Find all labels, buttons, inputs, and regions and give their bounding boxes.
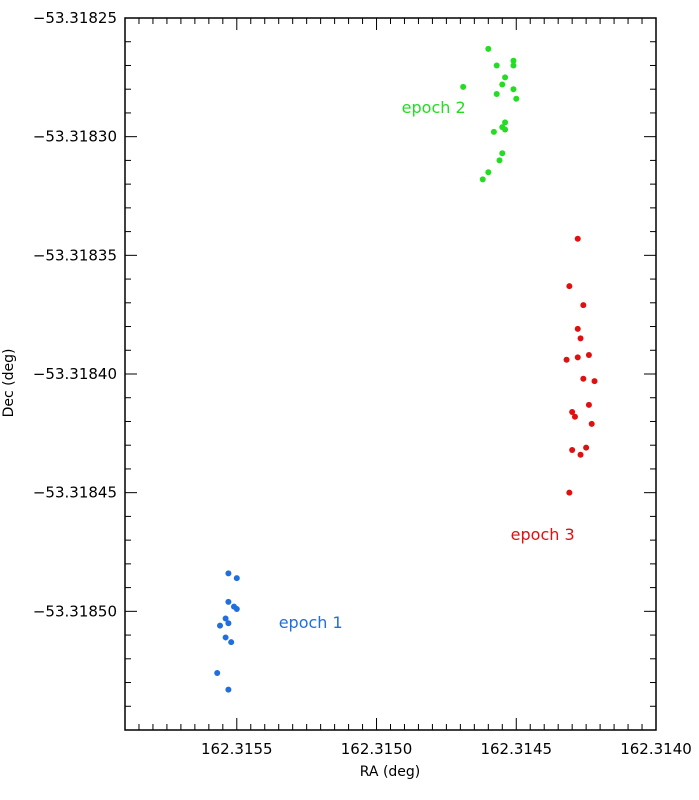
data-point-epoch-3 xyxy=(569,446,576,453)
data-point-epoch-1 xyxy=(214,670,221,677)
data-point-epoch-2 xyxy=(502,126,509,133)
data-point-epoch-3 xyxy=(566,283,573,290)
x-tick-label: 162.3145 xyxy=(480,740,552,758)
data-point-epoch-3 xyxy=(585,352,592,359)
data-point-epoch-2 xyxy=(499,81,506,88)
data-point-epoch-3 xyxy=(585,401,592,408)
data-point-epoch-3 xyxy=(574,325,581,332)
axis-ticks xyxy=(124,17,657,731)
data-point-epoch-3 xyxy=(563,356,570,363)
data-points xyxy=(214,45,598,693)
y-axis-label: Dec (deg) xyxy=(1,349,17,418)
data-point-epoch-3 xyxy=(577,451,584,458)
annotation-epoch-3: epoch 3 xyxy=(511,525,575,544)
x-tick-label: 162.3140 xyxy=(620,740,692,758)
annotation-epoch-2: epoch 2 xyxy=(402,98,466,117)
data-point-epoch-3 xyxy=(580,302,587,309)
x-tick-label: 162.3150 xyxy=(341,740,413,758)
data-point-epoch-2 xyxy=(513,95,520,102)
data-point-epoch-2 xyxy=(510,57,517,64)
data-point-epoch-2 xyxy=(479,176,486,183)
data-point-epoch-3 xyxy=(577,335,584,342)
y-tick-label: −53.31840 xyxy=(33,365,117,383)
data-point-epoch-2 xyxy=(485,45,492,52)
data-point-epoch-3 xyxy=(574,354,581,361)
x-tick-label: 162.3155 xyxy=(201,740,273,758)
y-tick-label: −53.31845 xyxy=(33,484,117,502)
data-point-epoch-2 xyxy=(510,62,517,69)
data-point-epoch-3 xyxy=(574,235,581,242)
data-point-epoch-3 xyxy=(580,375,587,382)
y-tick-label: −53.31850 xyxy=(33,602,117,620)
data-point-epoch-2 xyxy=(502,74,509,81)
data-point-epoch-1 xyxy=(222,634,229,641)
x-axis-label: RA (deg) xyxy=(360,764,421,780)
data-point-epoch-1 xyxy=(233,575,240,582)
plot-frame xyxy=(124,17,657,731)
y-tick-label: −53.31825 xyxy=(33,9,117,27)
axis-tick-labels: 162.3155 162.3150 162.3145 162.3140 −53.3182… xyxy=(33,9,692,758)
data-point-epoch-1 xyxy=(225,686,232,693)
data-point-epoch-2 xyxy=(499,150,506,157)
y-tick-label: −53.31835 xyxy=(33,246,117,264)
data-point-epoch-2 xyxy=(485,169,492,176)
data-point-epoch-1 xyxy=(225,570,232,577)
data-point-epoch-3 xyxy=(569,408,576,415)
data-point-epoch-3 xyxy=(583,444,590,451)
data-point-epoch-1 xyxy=(217,622,224,629)
data-point-epoch-1 xyxy=(222,615,229,622)
data-point-epoch-1 xyxy=(225,620,232,627)
data-point-epoch-2 xyxy=(460,83,467,90)
data-point-epoch-2 xyxy=(490,128,497,135)
data-point-epoch-2 xyxy=(493,90,500,97)
data-point-epoch-1 xyxy=(225,598,232,605)
data-point-epoch-2 xyxy=(502,119,509,126)
data-point-epoch-3 xyxy=(566,489,573,496)
data-point-epoch-3 xyxy=(588,420,595,427)
data-point-epoch-1 xyxy=(233,605,240,612)
y-tick-label: −53.31830 xyxy=(33,128,117,146)
data-point-epoch-2 xyxy=(496,157,503,164)
annotations: epoch 1 epoch 2 epoch 3 xyxy=(279,98,575,632)
data-point-epoch-1 xyxy=(228,639,235,646)
data-point-epoch-2 xyxy=(493,62,500,69)
data-point-epoch-2 xyxy=(510,86,517,93)
annotation-epoch-1: epoch 1 xyxy=(279,613,343,632)
data-point-epoch-3 xyxy=(571,413,578,420)
data-point-epoch-3 xyxy=(591,378,598,385)
